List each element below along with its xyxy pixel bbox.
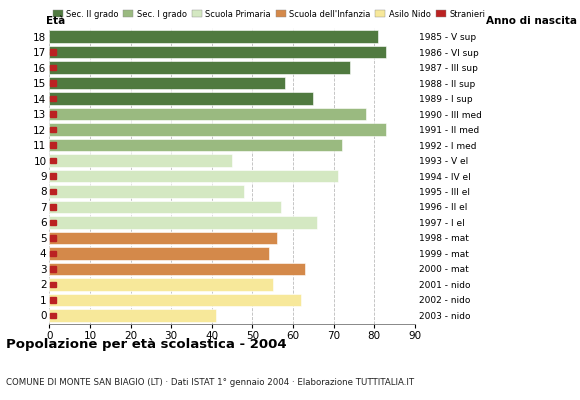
Bar — [49, 108, 366, 120]
Bar — [49, 154, 232, 167]
Bar — [49, 247, 269, 260]
Bar — [49, 216, 317, 229]
Legend: Sec. II grado, Sec. I grado, Scuola Primaria, Scuola dell'Infanzia, Asilo Nido, : Sec. II grado, Sec. I grado, Scuola Prim… — [49, 6, 488, 22]
Bar — [50, 126, 56, 132]
Bar — [50, 266, 56, 272]
Bar — [49, 294, 301, 306]
Bar — [50, 158, 56, 164]
Bar — [49, 185, 244, 198]
Bar — [50, 235, 56, 241]
Bar — [50, 312, 56, 318]
Bar — [49, 170, 338, 182]
Bar — [50, 173, 56, 179]
Bar — [49, 201, 281, 213]
Text: Anno di nascita: Anno di nascita — [486, 16, 577, 26]
Bar — [49, 46, 386, 58]
Bar — [50, 220, 56, 226]
Bar — [49, 309, 216, 322]
Bar — [50, 204, 56, 210]
Bar — [49, 77, 285, 89]
Bar — [49, 92, 313, 105]
Bar — [50, 250, 56, 256]
Bar — [49, 61, 350, 74]
Bar — [50, 297, 56, 303]
Bar — [49, 30, 378, 43]
Text: COMUNE DI MONTE SAN BIAGIO (LT) · Dati ISTAT 1° gennaio 2004 · Elaborazione TUTT: COMUNE DI MONTE SAN BIAGIO (LT) · Dati I… — [6, 378, 414, 387]
Bar — [49, 123, 386, 136]
Bar — [50, 64, 56, 70]
Bar — [49, 139, 342, 151]
Bar — [49, 232, 277, 244]
Text: Età: Età — [46, 16, 66, 26]
Text: Popolazione per età scolastica - 2004: Popolazione per età scolastica - 2004 — [6, 338, 287, 351]
Bar — [50, 111, 56, 117]
Bar — [50, 282, 56, 288]
Bar — [50, 80, 56, 86]
Bar — [50, 96, 56, 102]
Bar — [49, 263, 305, 275]
Bar — [50, 188, 56, 194]
Bar — [49, 278, 273, 291]
Bar — [50, 49, 56, 55]
Bar — [50, 142, 56, 148]
